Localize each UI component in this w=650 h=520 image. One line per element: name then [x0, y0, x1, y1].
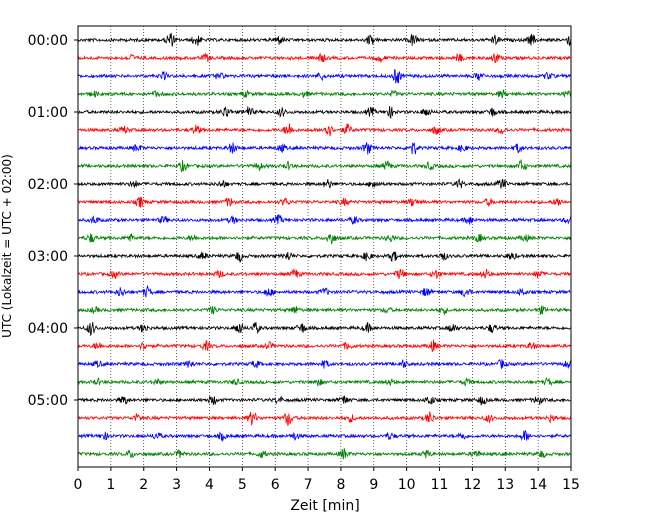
seismic-trace — [77, 178, 572, 189]
x-tick-label: 13 — [496, 477, 514, 493]
seismic-trace — [77, 123, 572, 137]
seismic-trace — [77, 105, 572, 119]
y-tick-label: 04:00 — [28, 321, 68, 337]
x-tick-label: 14 — [529, 477, 547, 493]
seismic-trace — [77, 251, 572, 264]
seismic-trace — [77, 89, 572, 99]
x-tick-label: 12 — [463, 477, 481, 493]
seismic-trace — [77, 305, 572, 316]
seismic-trace — [77, 447, 572, 460]
seismic-trace — [77, 52, 572, 64]
seismic-trace — [77, 429, 572, 443]
seismic-trace — [77, 268, 572, 280]
y-tick-label: 02:00 — [28, 177, 68, 193]
x-tick-label: 4 — [205, 477, 214, 493]
seismic-trace — [77, 339, 572, 352]
seismic-trace — [77, 411, 572, 426]
y-tick-label: 00:00 — [28, 33, 68, 49]
y-tick-label: 01:00 — [28, 105, 68, 121]
seismic-traces — [77, 32, 572, 460]
y-axis-ticks: 00:00 01:00 02:00 03:00 04:00 05:00 — [28, 33, 78, 409]
x-tick-label: 9 — [369, 477, 378, 493]
x-tick-label: 0 — [74, 477, 83, 493]
x-tick-label: 3 — [172, 477, 181, 493]
seismic-trace — [77, 196, 572, 208]
x-tick-label: 10 — [398, 477, 416, 493]
x-tick-label: 1 — [106, 477, 115, 493]
x-tick-label: 6 — [271, 477, 280, 493]
seismic-trace — [77, 284, 572, 298]
seismic-trace — [77, 322, 572, 336]
seismic-trace — [77, 142, 572, 155]
y-axis-label: UTC (Lokalzeit = UTC + 02:00) — [0, 154, 14, 338]
x-tick-label: 2 — [139, 477, 148, 493]
y-tick-label: 03:00 — [28, 249, 68, 265]
seismic-trace — [77, 32, 572, 47]
plot-frame — [77, 25, 572, 468]
x-axis-label: Zeit [min] — [290, 498, 359, 514]
x-tick-label: 5 — [238, 477, 247, 493]
x-tick-label: 7 — [304, 477, 313, 493]
x-axis-ticks: 0 1 2 3 4 5 6 7 8 9 10 11 12 13 14 15 — [74, 467, 580, 493]
seismic-trace — [77, 358, 572, 369]
seismic-trace — [77, 68, 572, 84]
x-tick-label: 15 — [562, 477, 580, 493]
x-tick-label: 11 — [431, 477, 449, 493]
seismic-trace — [77, 214, 572, 225]
y-tick-label: 05:00 — [28, 393, 68, 409]
x-tick-label: 8 — [336, 477, 345, 493]
seismic-trace — [77, 395, 572, 406]
seismic-trace — [77, 159, 572, 173]
seismic-trace — [77, 233, 572, 246]
seismic-trace — [77, 376, 572, 387]
